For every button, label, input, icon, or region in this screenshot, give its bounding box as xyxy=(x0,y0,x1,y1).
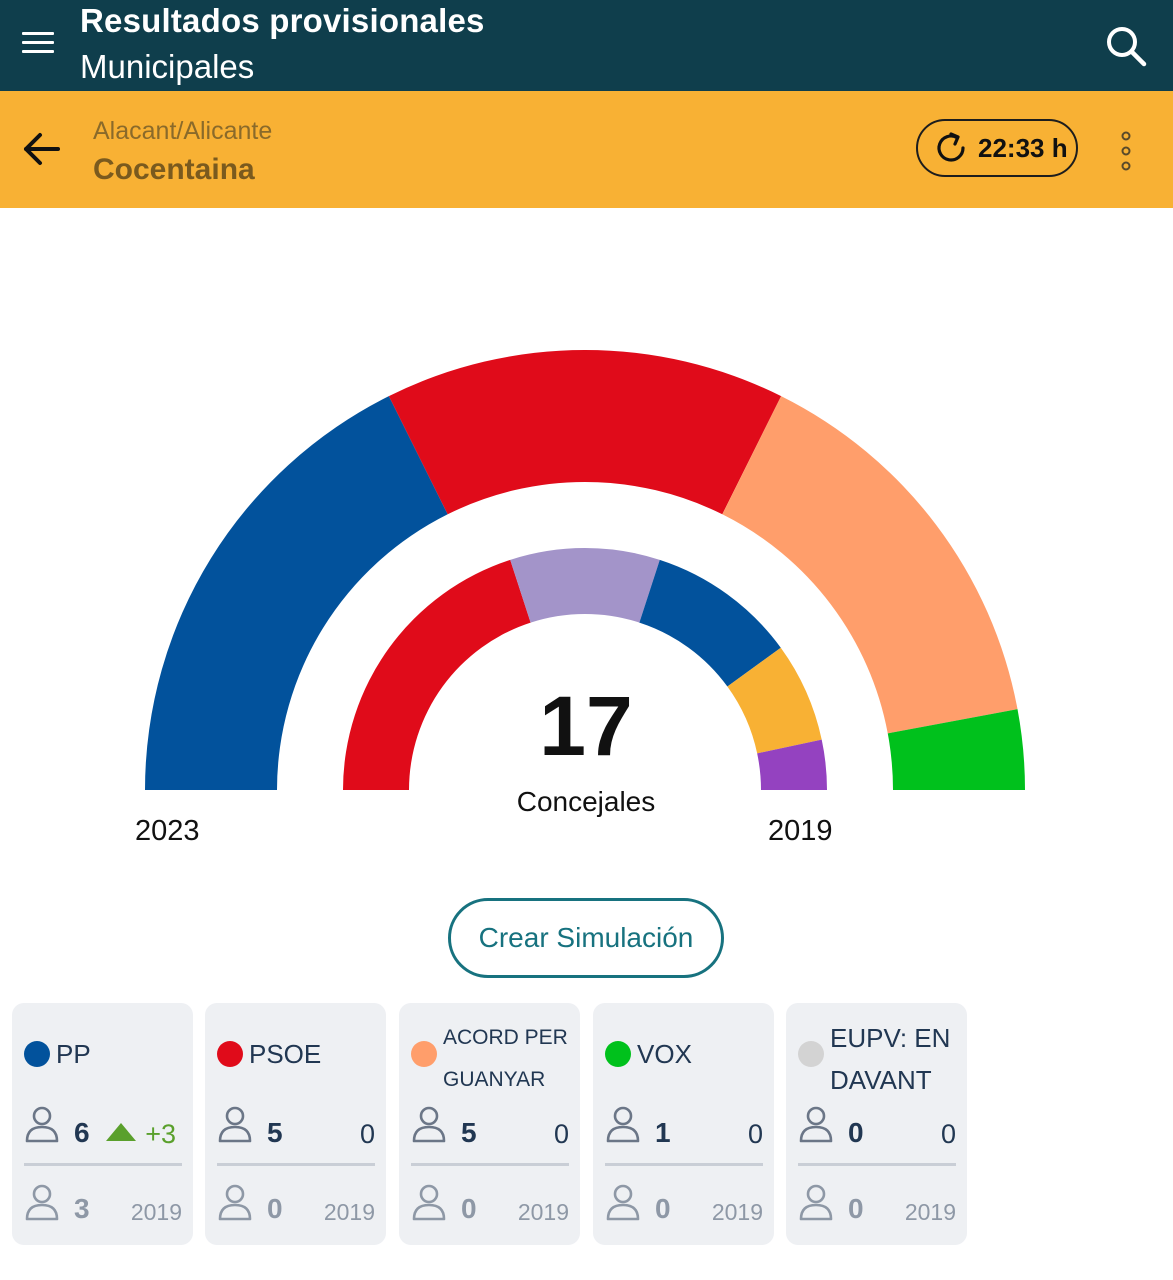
seat-difference: 0 xyxy=(940,1119,956,1149)
seats-2019-row: 0 2019 xyxy=(411,1183,569,1225)
app-subtitle: Municipales xyxy=(80,48,255,85)
party-color-dot xyxy=(605,1041,631,1067)
more-options-icon[interactable] xyxy=(1116,131,1136,171)
seats-count: 6 xyxy=(74,1117,90,1148)
prev-year: 2019 xyxy=(904,1199,956,1225)
app-bar: Resultados provisionales Municipales xyxy=(0,0,1173,91)
prev-seats-count: 0 xyxy=(655,1193,671,1224)
person-icon xyxy=(799,1106,833,1143)
total-seats: 17 xyxy=(539,679,633,773)
seat-difference: 0 xyxy=(359,1119,375,1149)
inner-ring-slice-2 xyxy=(639,559,781,687)
outer-ring-slice-3 xyxy=(887,709,1025,790)
app-title: Resultados provisionales xyxy=(80,2,485,39)
update-time: 22:33 h xyxy=(978,132,1068,163)
party-color-dot xyxy=(24,1041,50,1067)
person-icon xyxy=(799,1184,833,1221)
seat-chart: 17 Concejales 2023 2019 xyxy=(0,208,1173,898)
person-icon xyxy=(218,1184,252,1221)
person-icon xyxy=(25,1184,59,1221)
inner-ring-slice-1 xyxy=(510,548,660,623)
location-bar: Alacant/Alicante Cocentaina 22:33 h xyxy=(0,91,1173,208)
inner-ring-year: 2019 xyxy=(768,815,833,847)
seats-2019-row: 0 2019 xyxy=(798,1183,956,1225)
back-arrow-icon[interactable] xyxy=(22,131,62,167)
seat-difference: 0 xyxy=(747,1119,763,1149)
inner-ring-slice-3 xyxy=(727,647,822,754)
refresh-icon xyxy=(937,132,965,162)
seats-2023-row: 1 0 xyxy=(605,1105,763,1149)
prev-year: 2019 xyxy=(130,1199,182,1225)
party-color-dot xyxy=(411,1041,437,1067)
seats-2023-row: 6 +3 xyxy=(24,1105,182,1149)
prev-seats-count: 0 xyxy=(267,1193,283,1224)
seat-difference: +3 xyxy=(145,1119,176,1149)
seats-2023-row: 0 0 xyxy=(798,1105,956,1149)
party-name: EUPV: EN DAVANT xyxy=(830,1023,951,1095)
outer-ring-year: 2023 xyxy=(135,815,200,847)
prev-year: 2019 xyxy=(517,1199,569,1225)
prev-seats-count: 0 xyxy=(461,1193,477,1224)
party-name: ACORD PER GUANYAR xyxy=(443,1026,568,1091)
party-color-dot xyxy=(217,1041,243,1067)
up-triangle-icon xyxy=(106,1123,136,1141)
person-icon xyxy=(606,1106,640,1143)
party-card-vox[interactable]: VOX 1 0 0 2019 xyxy=(593,1003,774,1245)
divider xyxy=(411,1163,569,1166)
party-card-eupv-en-davant[interactable]: EUPV: EN DAVANT 0 0 0 2019 xyxy=(786,1003,967,1245)
seats-2019-row: 3 2019 xyxy=(24,1183,182,1225)
divider xyxy=(798,1163,956,1166)
prev-year: 2019 xyxy=(711,1199,763,1225)
province-label: Alacant/Alicante xyxy=(93,117,273,145)
inner-ring-slice-0 xyxy=(343,559,531,790)
person-icon xyxy=(218,1106,252,1143)
seats-2019-row: 0 2019 xyxy=(605,1183,763,1225)
person-icon xyxy=(25,1106,59,1143)
outer-ring-slice-2 xyxy=(722,396,1018,734)
menu-icon[interactable] xyxy=(22,32,54,54)
divider xyxy=(24,1163,182,1166)
person-icon xyxy=(412,1106,446,1143)
search-icon[interactable] xyxy=(1104,24,1148,68)
party-name: PP xyxy=(56,1039,91,1069)
seats-count: 1 xyxy=(655,1117,671,1148)
seats-2023-row: 5 0 xyxy=(217,1105,375,1149)
seats-count: 0 xyxy=(848,1117,864,1148)
seats-2023-row: 5 0 xyxy=(411,1105,569,1149)
party-color-dot xyxy=(798,1041,824,1067)
outer-ring-slice-0 xyxy=(145,396,448,790)
divider xyxy=(605,1163,763,1166)
seats-count: 5 xyxy=(267,1117,283,1148)
divider xyxy=(217,1163,375,1166)
seats-2019-row: 0 2019 xyxy=(217,1183,375,1225)
party-name: VOX xyxy=(637,1039,692,1069)
person-icon xyxy=(412,1184,446,1221)
person-icon xyxy=(606,1184,640,1221)
create-simulation-button[interactable]: Crear Simulación xyxy=(448,898,724,978)
party-card-psoe[interactable]: PSOE 5 0 0 2019 xyxy=(205,1003,386,1245)
seat-difference: 0 xyxy=(553,1119,569,1149)
prev-seats-count: 3 xyxy=(74,1193,90,1224)
prev-year: 2019 xyxy=(323,1199,375,1225)
prev-seats-count: 0 xyxy=(848,1193,864,1224)
party-card-acord-per-guanyar[interactable]: ACORD PER GUANYAR 5 0 0 2019 xyxy=(399,1003,580,1245)
municipality-label: Cocentaina xyxy=(93,153,255,186)
refresh-button[interactable]: 22:33 h xyxy=(916,119,1078,177)
inner-ring-slice-4 xyxy=(757,739,827,790)
total-seats-label: Concejales xyxy=(516,786,656,817)
outer-ring-slice-1 xyxy=(388,350,782,515)
party-name: PSOE xyxy=(249,1039,322,1069)
party-card-pp[interactable]: PP 6 +3 3 2019 xyxy=(12,1003,193,1245)
seats-count: 5 xyxy=(461,1117,477,1148)
hemicycle-svg xyxy=(145,350,1025,790)
